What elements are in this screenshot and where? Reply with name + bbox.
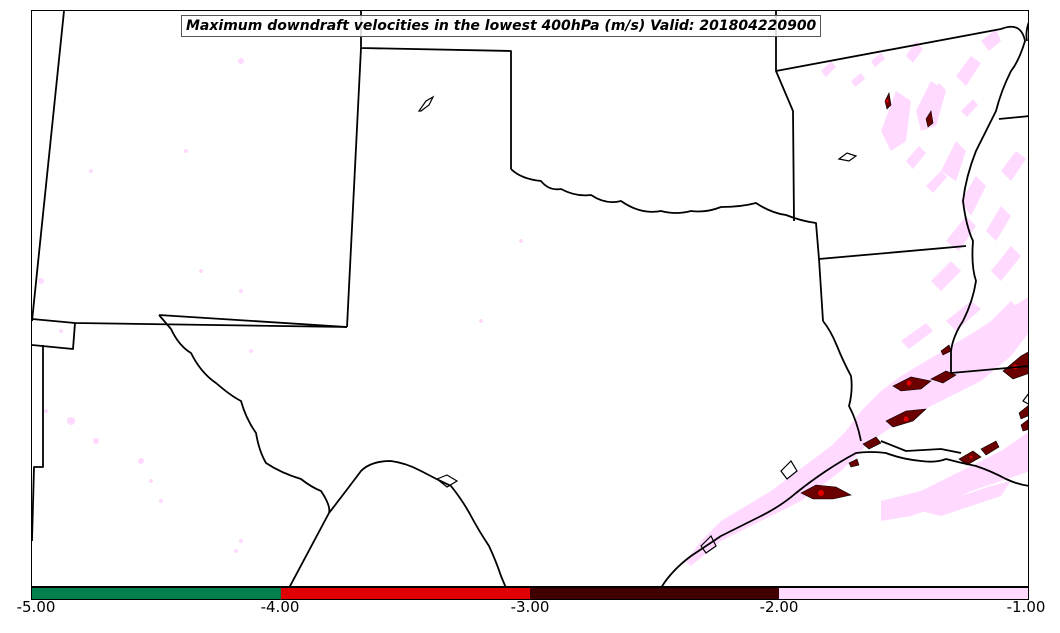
red-cell-cores: [818, 99, 1018, 496]
colorbar-tick-label: -5.00: [16, 598, 56, 616]
map-canvas: [32, 11, 1028, 586]
gulf-coast-shading: [686, 297, 1028, 566]
map-title: Maximum downdraft velocities in the lowe…: [181, 15, 822, 37]
colorbar-segment-red: [281, 588, 530, 599]
cell-se-texas: [800, 484, 852, 500]
colorbar: [31, 587, 1029, 600]
colorbar-segment-green: [32, 588, 281, 599]
colorbar-tick-label: -4.00: [260, 598, 300, 616]
map-frame: [31, 10, 1029, 587]
state-boundaries: [32, 11, 1028, 586]
colorbar-tick-label: -2.00: [759, 598, 799, 616]
colorbar-segment-pink: [779, 588, 1028, 599]
colorbar-segment-dark-red: [530, 588, 779, 599]
colorbar-tick-label: -3.00: [510, 598, 550, 616]
colorbar-tick-label: -1.00: [1006, 598, 1046, 616]
light-pink-shading: [38, 29, 1028, 566]
water-outlines: [417, 95, 1028, 554]
